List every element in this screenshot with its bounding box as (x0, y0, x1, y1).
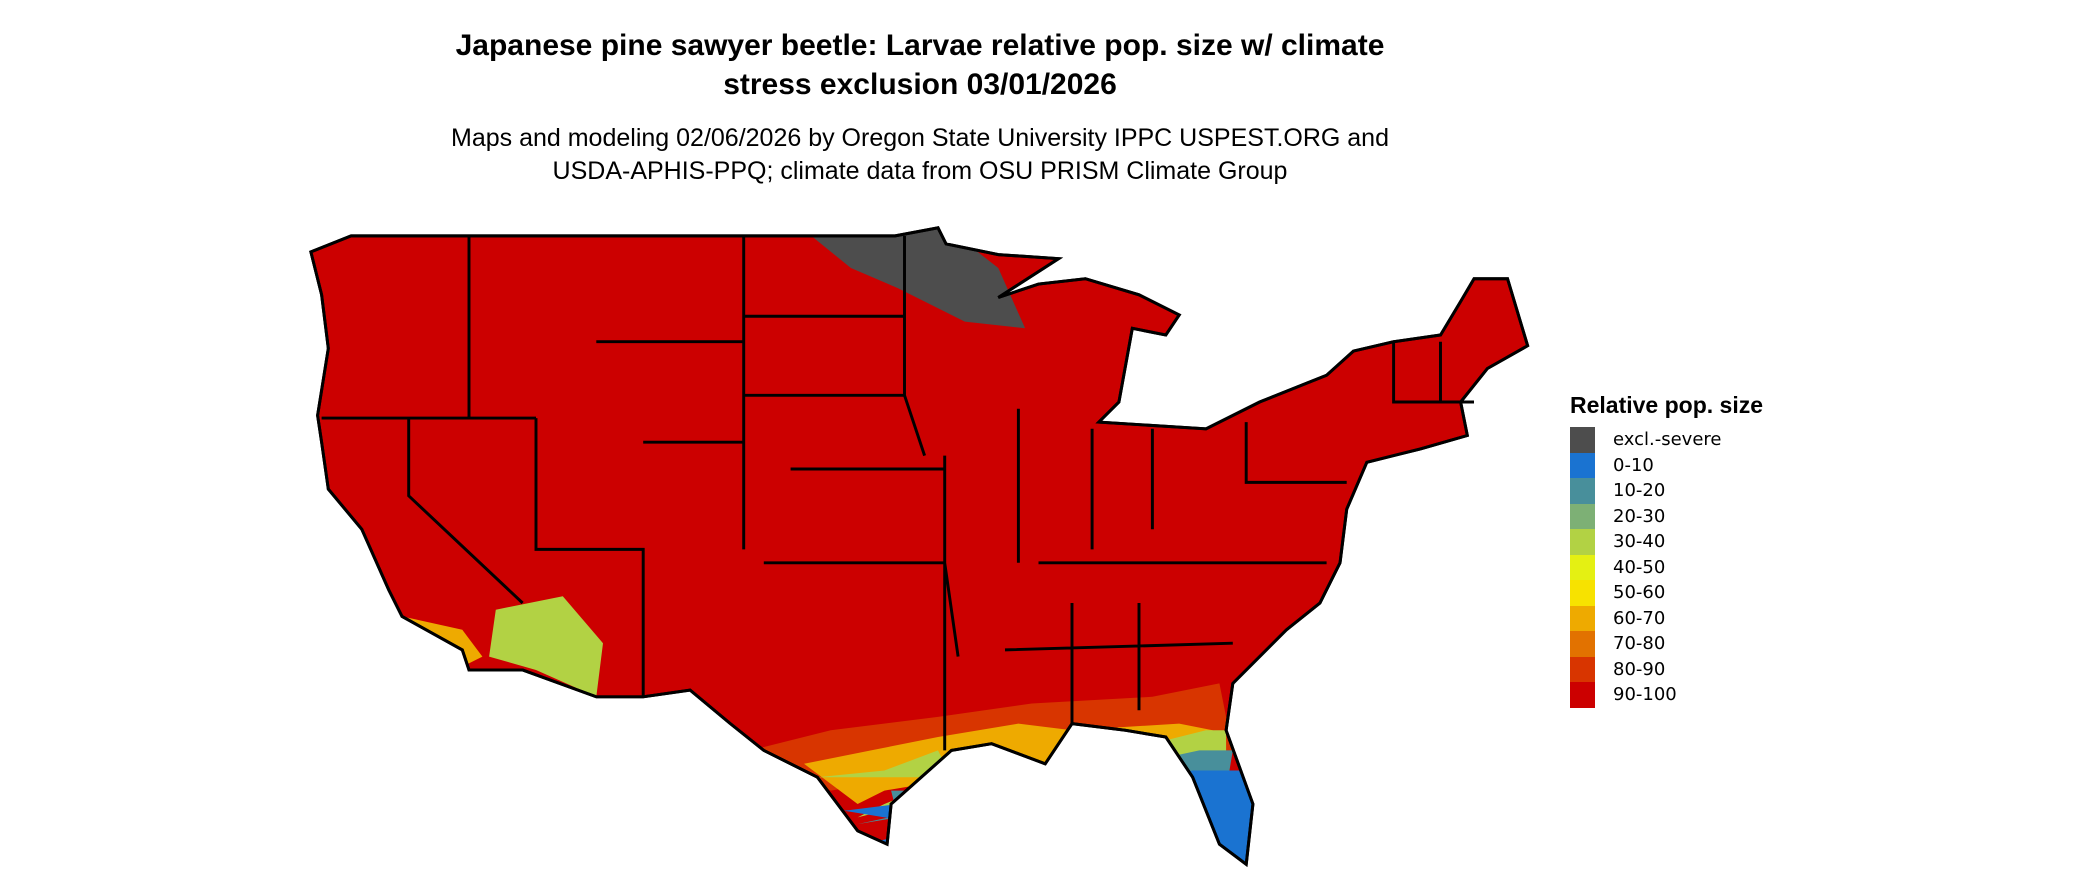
zone-southwest-mixed (489, 596, 603, 697)
legend-swatch (1570, 478, 1595, 504)
legend-swatch (1570, 580, 1595, 606)
legend-swatch (1570, 529, 1595, 555)
subtitle-line-1: Maps and modeling 02/06/2026 by Oregon S… (451, 124, 1389, 152)
legend-swatch (1570, 503, 1595, 529)
legend-label: excl.-severe (1613, 429, 1722, 451)
legend-label: 60-70 (1613, 607, 1666, 629)
legend-item: 0-10 (1570, 452, 1763, 478)
legend-item: 60-70 (1570, 605, 1763, 631)
legend-swatch (1570, 656, 1595, 682)
legend-swatch (1570, 427, 1595, 453)
legend-item: 10-20 (1570, 478, 1763, 504)
legend-item: 40-50 (1570, 554, 1763, 580)
legend-swatch (1570, 682, 1595, 708)
legend-swatch (1570, 452, 1595, 478)
map-subtitle: Maps and modeling 02/06/2026 by Oregon S… (320, 122, 1520, 188)
legend-label: 50-60 (1613, 582, 1666, 604)
legend-swatch (1570, 631, 1595, 657)
legend-label: 70-80 (1613, 633, 1666, 655)
legend-swatch (1570, 605, 1595, 631)
legend-label: 40-50 (1613, 556, 1666, 578)
legend: Relative pop. size excl.-severe 0-10 10-20… (1570, 392, 1763, 708)
legend-label: 0-10 (1613, 454, 1654, 476)
legend-item: 50-60 (1570, 580, 1763, 606)
state-borders (309, 226, 1530, 868)
legend-item: 90-100 (1570, 682, 1763, 708)
legend-item: 70-80 (1570, 631, 1763, 657)
legend-label: 90-100 (1613, 684, 1677, 706)
legend-label: 30-40 (1613, 531, 1666, 553)
legend-item: 20-30 (1570, 503, 1763, 529)
title-line-1: Japanese pine sawyer beetle: Larvae rela… (455, 29, 1385, 62)
legend-item: excl.-severe (1570, 427, 1763, 453)
legend-label: 80-90 (1613, 658, 1666, 680)
legend-title: Relative pop. size (1570, 392, 1764, 418)
map-title: Japanese pine sawyer beetle: Larvae rela… (320, 26, 1520, 104)
title-line-2: stress exclusion 03/01/2026 (723, 68, 1117, 101)
legend-swatch (1570, 554, 1595, 580)
legend-label: 10-20 (1613, 480, 1666, 502)
subtitle-line-2: USDA-APHIS-PPQ; climate data from OSU PR… (552, 157, 1288, 185)
legend-item: 80-90 (1570, 656, 1763, 682)
legend-label: 20-30 (1613, 505, 1666, 527)
legend-item: 30-40 (1570, 529, 1763, 555)
